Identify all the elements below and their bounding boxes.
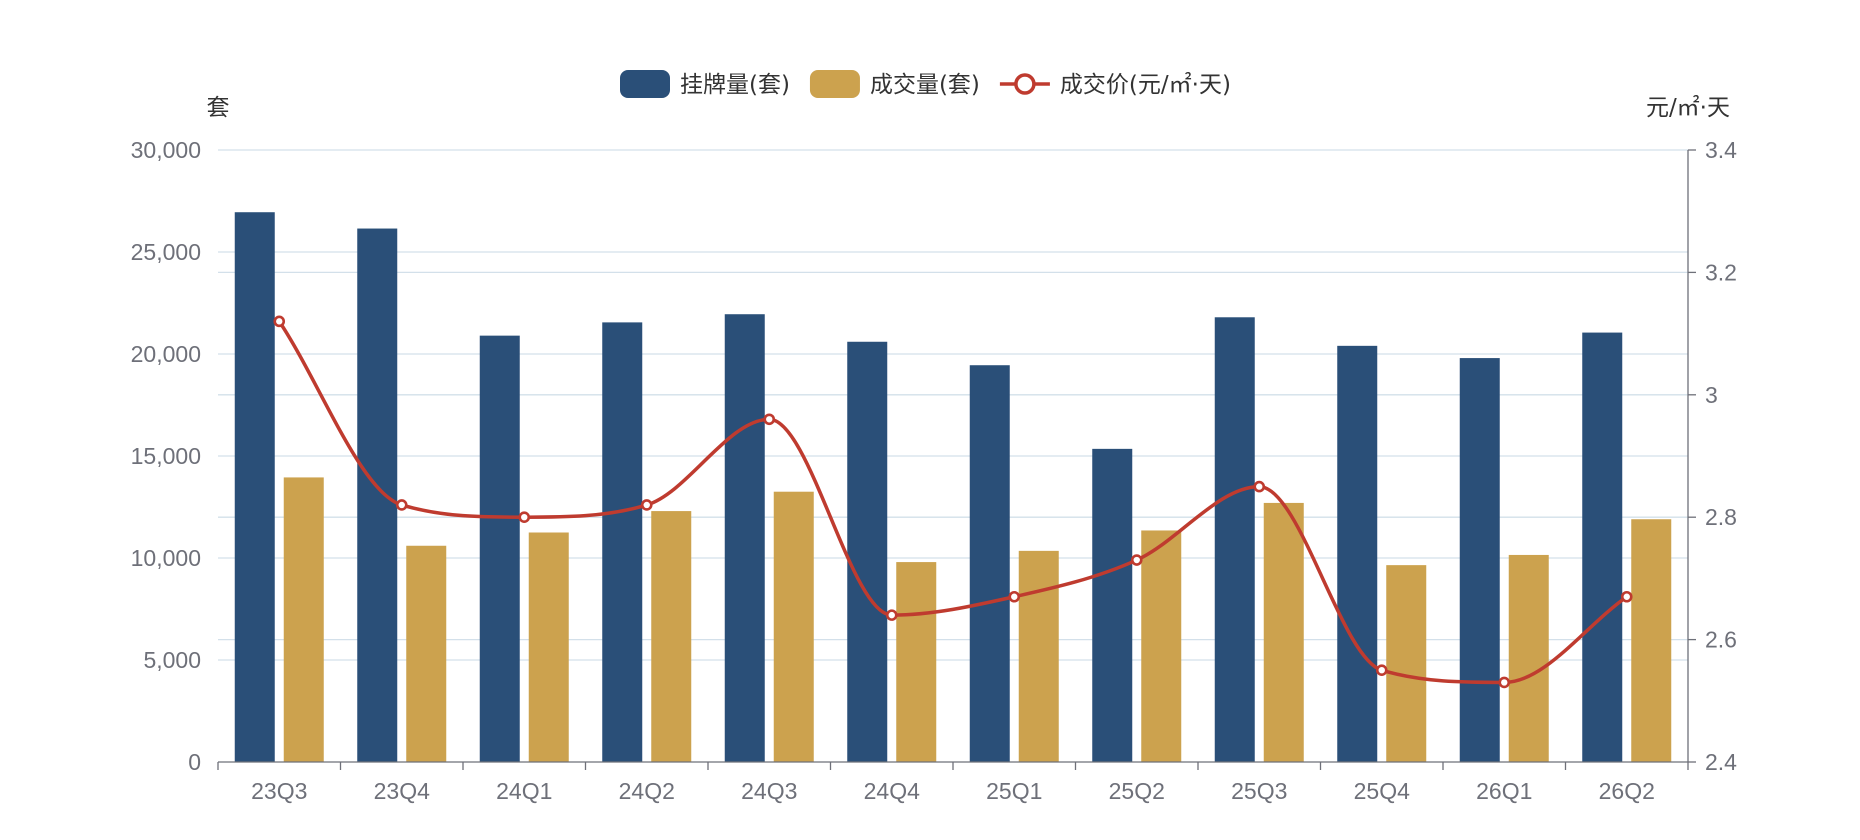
- price-point: [395, 499, 408, 511]
- left-tick-label: 10,000: [131, 545, 201, 571]
- bar-deal: [896, 562, 937, 762]
- price-point: [1130, 554, 1143, 566]
- x-tick-label: 26Q2: [1599, 778, 1655, 804]
- left-tick-label: 30,000: [131, 137, 201, 163]
- bar-listing: [847, 341, 888, 762]
- price-point: [1008, 590, 1021, 603]
- x-tick-label: 24Q1: [496, 778, 552, 804]
- axes: 23Q3 23Q4 24Q1 24Q2 24Q3 24Q4 25Q1 25Q2 25Q3 25Q4…: [131, 137, 1738, 804]
- legend-label: 成交量(套): [870, 72, 980, 98]
- bar-deal: [1018, 550, 1059, 762]
- left-tick-label: 15,000: [131, 443, 201, 469]
- price-point: [1498, 676, 1511, 689]
- right-axis-unit: 元/㎡·天: [1646, 95, 1730, 121]
- price-point: [273, 315, 286, 328]
- price-point: [1375, 664, 1388, 677]
- right-tick-label: 3.4: [1705, 137, 1737, 163]
- x-tick-label: 24Q3: [741, 778, 797, 804]
- bar-listing: [1214, 317, 1255, 762]
- left-tick-label: 25,000: [131, 239, 201, 265]
- bar-listing: [1092, 448, 1133, 762]
- right-tick-label: 2.8: [1705, 504, 1737, 530]
- right-tick-label: 2.4: [1705, 749, 1737, 775]
- bar-deal: [1508, 554, 1549, 762]
- bar-listing: [1459, 358, 1500, 762]
- price-line: [273, 315, 1633, 689]
- legend-label: 挂牌量(套): [680, 72, 790, 98]
- legend-marker-price: [1014, 73, 1036, 95]
- right-tick-label: 3: [1705, 382, 1718, 408]
- left-tick-label: 20,000: [131, 341, 201, 367]
- x-tick-label: 24Q4: [864, 778, 920, 804]
- bar-listing: [969, 365, 1010, 762]
- x-tick-label: 25Q3: [1231, 778, 1287, 804]
- legend: 挂牌量(套) 成交量(套) 成交价(元/㎡·天): [620, 70, 1231, 98]
- right-tick-label: 3.2: [1705, 259, 1737, 285]
- bar-listing: [1582, 332, 1623, 762]
- price-point: [640, 499, 653, 511]
- left-tick-label: 5,000: [143, 647, 201, 673]
- bar-deal: [1141, 530, 1182, 762]
- bars: [234, 212, 1672, 763]
- x-tick-label: 23Q3: [251, 778, 307, 804]
- legend-label: 成交价(元/㎡·天): [1060, 72, 1231, 98]
- price-point: [1620, 590, 1633, 603]
- x-tick-label: 25Q1: [986, 778, 1042, 804]
- x-tick-label: 25Q4: [1354, 778, 1410, 804]
- price-point: [885, 609, 898, 621]
- price-point: [1253, 480, 1266, 493]
- x-tick-label: 24Q2: [619, 778, 675, 804]
- x-tick-label: 25Q2: [1109, 778, 1165, 804]
- right-tick-label: 2.6: [1705, 627, 1737, 653]
- legend-swatch-deal: [809, 70, 860, 98]
- bar-listing: [357, 228, 398, 763]
- grid-lines: [218, 149, 1688, 661]
- price-point: [518, 511, 531, 524]
- left-axis-unit: 套: [207, 95, 230, 121]
- bar-deal: [1631, 519, 1672, 762]
- legend-swatch-listing: [620, 70, 670, 98]
- bar-deal: [283, 477, 324, 762]
- bar-deal: [651, 511, 692, 762]
- bar-listing: [602, 322, 643, 762]
- bar-deal: [773, 491, 814, 762]
- bar-deal: [1263, 502, 1304, 762]
- bar-deal: [528, 532, 569, 762]
- x-tick-label: 23Q4: [374, 778, 430, 804]
- x-tick-label: 26Q1: [1476, 778, 1532, 804]
- bar-listing: [724, 314, 765, 762]
- left-tick-label: 0: [188, 749, 201, 775]
- bar-deal: [406, 545, 447, 762]
- bar-deal: [1386, 565, 1427, 762]
- bar-listing: [479, 335, 520, 762]
- bar-listing: [1337, 345, 1378, 762]
- bar-listing: [234, 212, 275, 763]
- price-point: [763, 413, 776, 426]
